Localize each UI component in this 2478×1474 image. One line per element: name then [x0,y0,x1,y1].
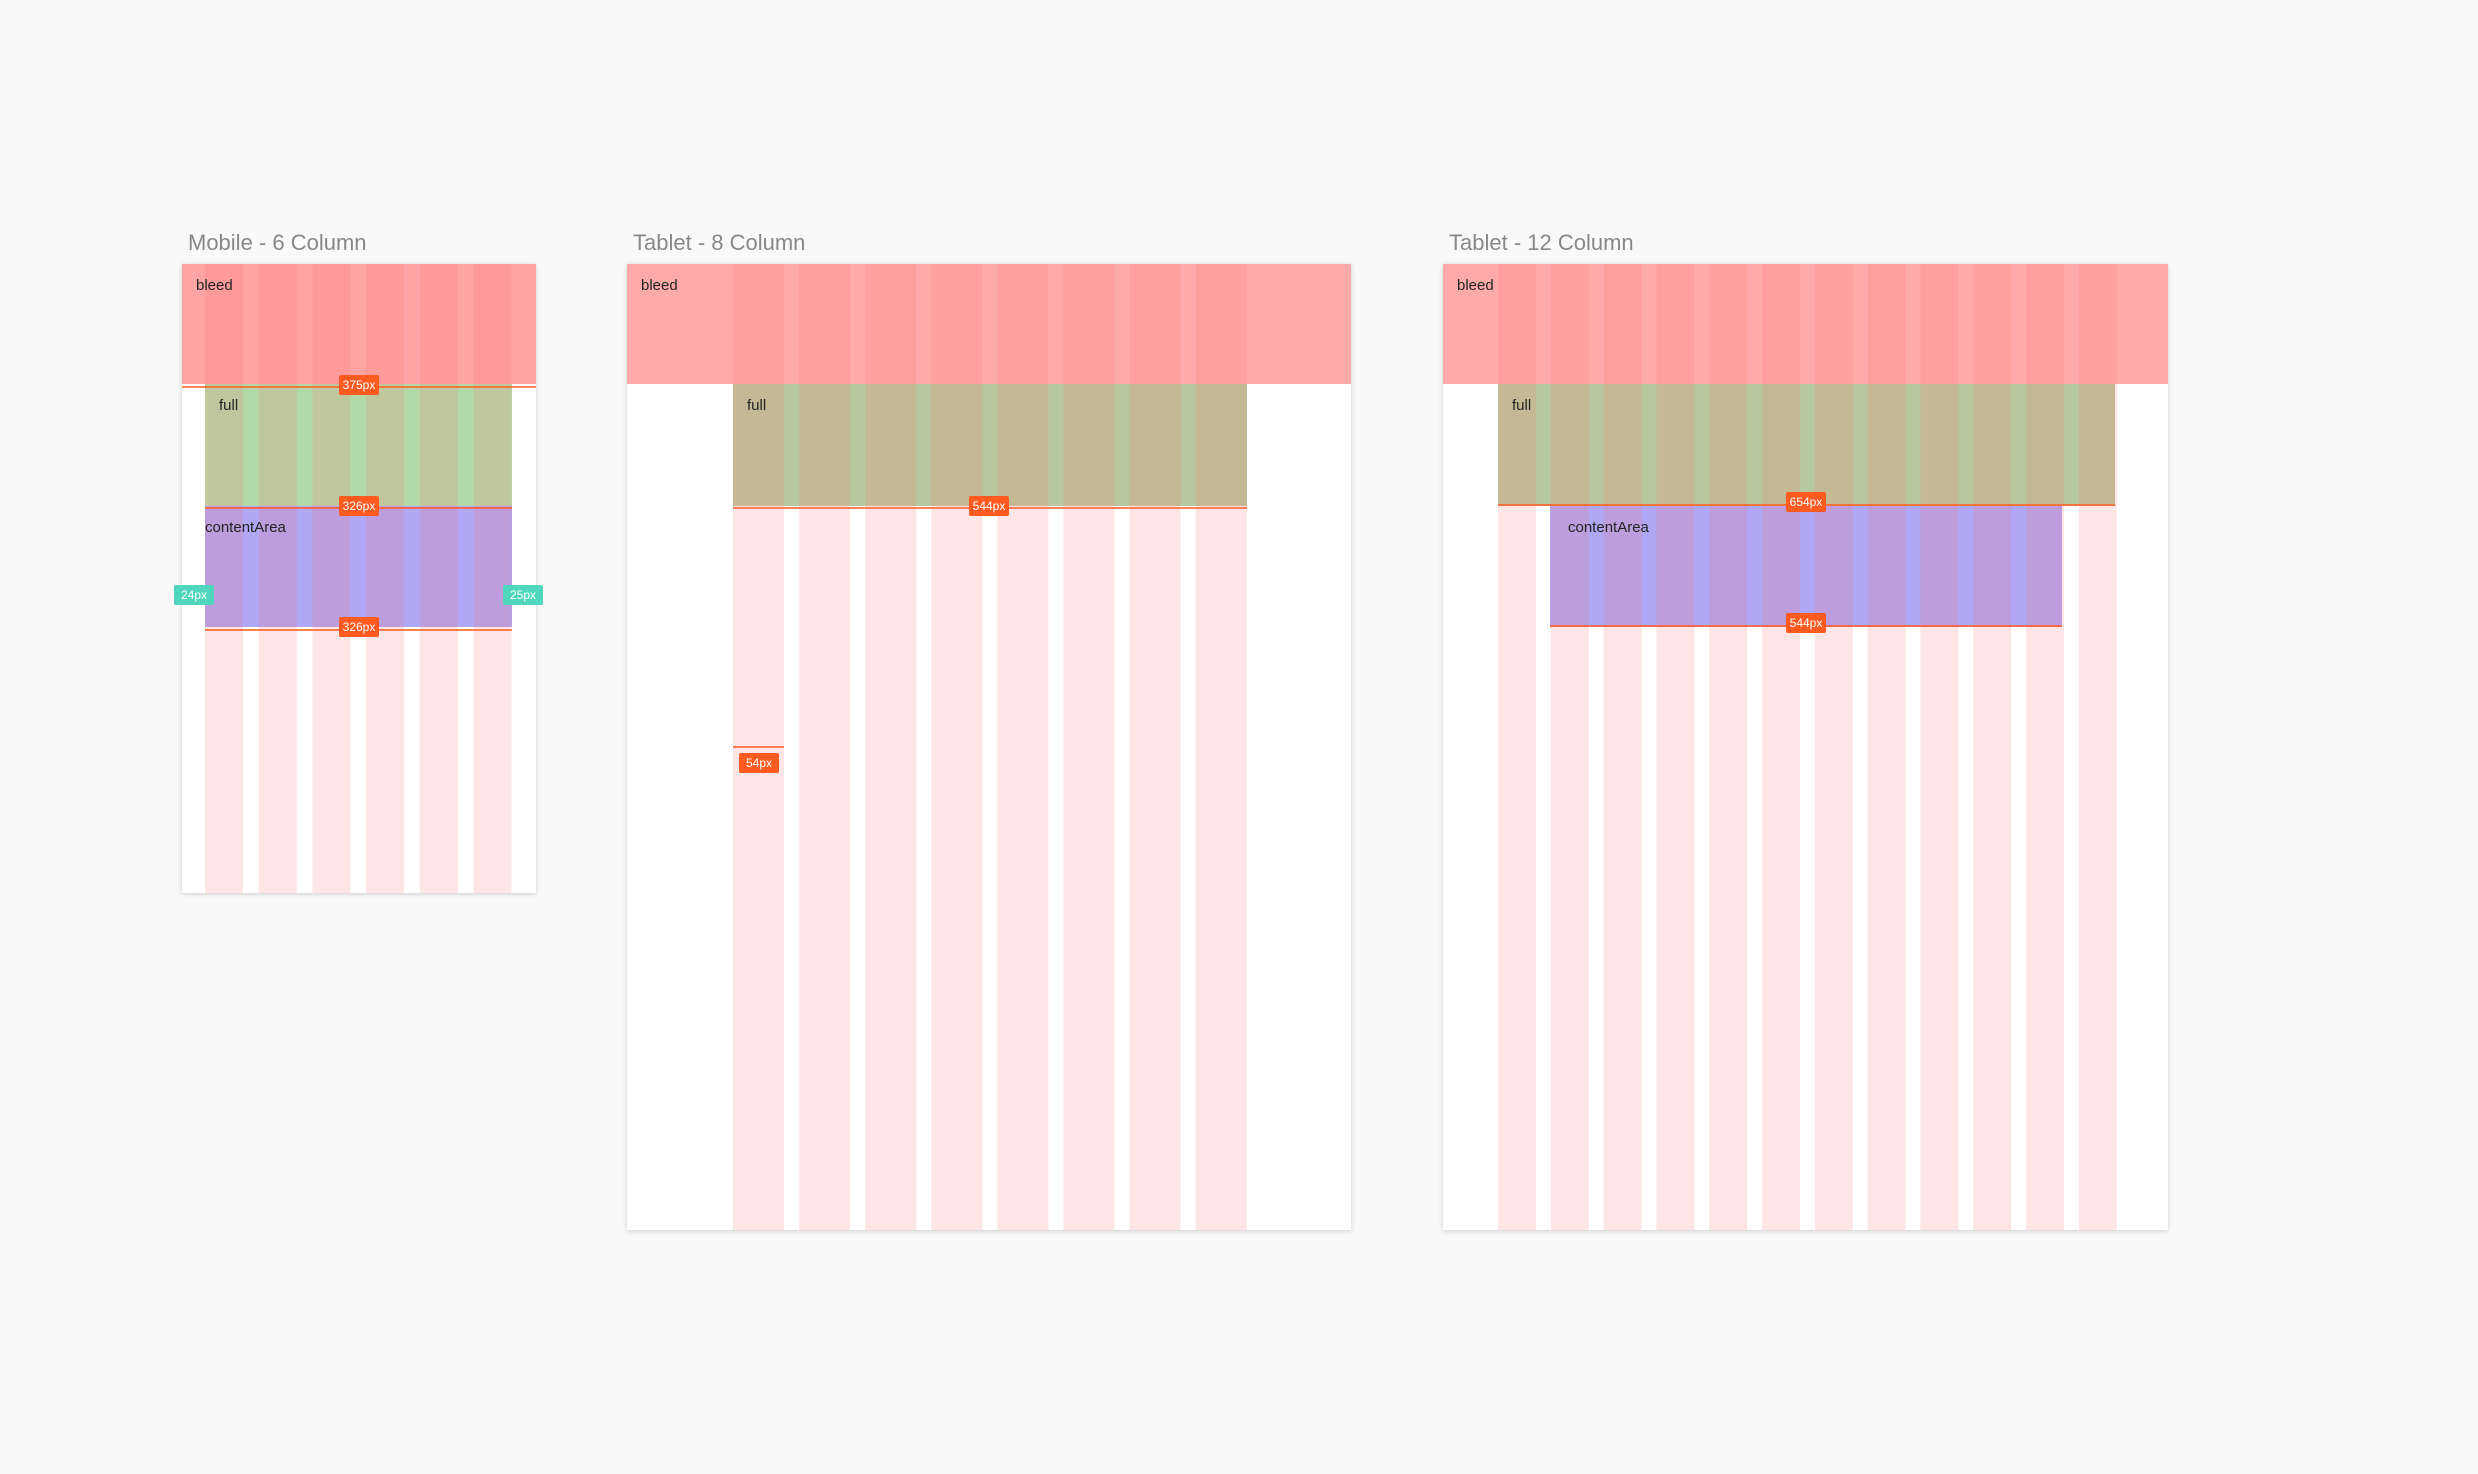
grid-column [1195,264,1247,1230]
measure-badge [339,617,379,637]
grid-column [1656,264,1695,1230]
grid-column [1603,264,1642,1230]
full-area [205,384,512,506]
grid-column [1920,264,1959,1230]
measure-badge [339,496,379,516]
measure-label: 326px [343,499,376,513]
measure-badge [503,585,543,605]
measure-label: 375px [343,378,376,392]
grid-column [419,264,458,893]
measure-label: 54px [746,756,772,770]
artboard-title: Tablet - 8 Column [633,230,805,255]
measure-badge [1786,492,1826,512]
grid-column [931,264,983,1230]
grid-column [1063,264,1115,1230]
grid-column [2078,264,2117,1230]
layer-label: contentArea [205,519,287,536]
grid-column [205,264,243,893]
grid-column [1129,264,1181,1230]
grid-column [799,264,851,1230]
grid-column [865,264,917,1230]
full-area [733,384,1247,506]
measure-label: 544px [973,499,1006,513]
bleed-area [627,264,1351,384]
measure-label: 25px [510,588,536,602]
layer-label: full [1512,397,1531,414]
grid-column [1973,264,2012,1230]
measure-badge [969,496,1009,516]
measure-badge [1786,613,1826,633]
grid-column [312,264,351,893]
bleed-area [182,264,536,384]
grid-column [258,264,297,893]
artboard-title: Mobile - 6 Column [188,230,367,255]
layer-label: full [747,397,766,414]
full-area [1498,384,2115,506]
grid-column [2026,264,2064,1230]
artboard-title: Tablet - 12 Column [1449,230,1634,255]
layer-label: bleed [1457,277,1494,294]
content-area [1550,506,2062,627]
bleed-area [1443,264,2168,384]
measure-label: 326px [343,620,376,634]
grid-column [1550,264,1589,1230]
content-area [205,506,512,627]
grid-column [1709,264,1748,1230]
measure-badge [174,585,214,605]
layer-label: contentArea [1568,519,1650,536]
layer-label: full [219,397,238,414]
layer-label: bleed [641,277,678,294]
grid-column [997,264,1049,1230]
grid-column [366,264,405,893]
grid-column [1867,264,1906,1230]
measure-badge [339,375,379,395]
measure-badge [739,753,779,773]
measure-label: 654px [1790,495,1823,509]
grid-column [1498,264,1536,1230]
grid-column [1762,264,1800,1230]
measure-label: 544px [1790,616,1823,630]
grid-column [1814,264,1853,1230]
grid-column [473,264,512,893]
measure-label: 24px [181,588,207,602]
layer-label: bleed [196,277,233,294]
